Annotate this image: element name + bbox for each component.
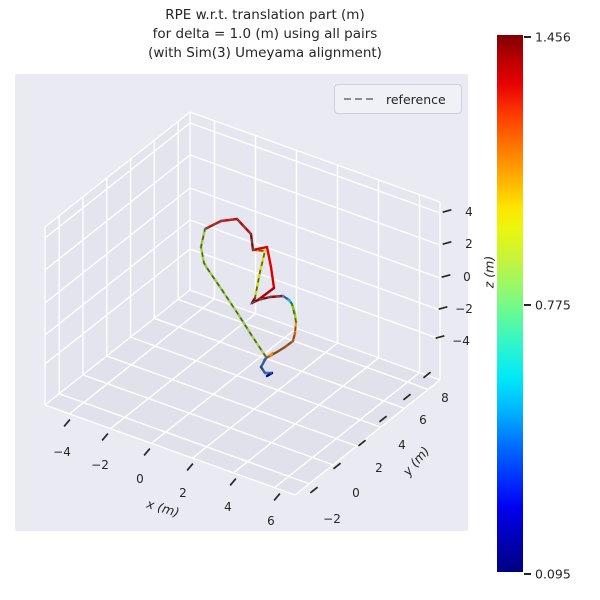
z-tick-label: 4 [465, 205, 473, 219]
plot-title-line2: for delta = 1.0 (m) using all pairs [152, 26, 378, 42]
plot-title: RPE w.r.t. translation part (m) for delt… [60, 6, 470, 63]
y-tick-label: 8 [441, 391, 449, 405]
plot-title-line1: RPE w.r.t. translation part (m) [165, 7, 365, 23]
colorbar-max-label: 1.456 [535, 29, 571, 45]
legend-item-reference: reference [386, 91, 446, 107]
z-tick-label: 2 [465, 237, 473, 251]
y-tick-label: 0 [352, 486, 360, 500]
x-tick-label: 6 [267, 514, 275, 528]
z-tick-label: −2 [455, 302, 473, 316]
y-tick-label: 2 [375, 461, 383, 475]
plot-title-line3: (with Sim(3) Umeyama alignment) [148, 45, 382, 61]
colorbar-mid-label: 0.775 [535, 297, 571, 313]
colorbar-tick-mark [524, 36, 531, 38]
colorbar: 1.456 0.775 0.095 [495, 28, 600, 588]
colorbar-min-label: 0.095 [535, 566, 571, 582]
y-tick-label: 4 [398, 438, 406, 452]
legend-dashed-line-icon [344, 98, 376, 100]
colorbar-gradient [497, 35, 523, 572]
x-tick-label: −2 [91, 458, 109, 472]
x-tick-label: −4 [53, 445, 71, 459]
y-tick-label: −2 [323, 512, 341, 526]
z-tick-label: 0 [463, 270, 471, 284]
colorbar-tick-mark [524, 573, 531, 575]
y-tick-label: 6 [419, 413, 427, 427]
x-tick-label: 0 [136, 472, 144, 486]
z-tick-label: −4 [452, 334, 470, 348]
x-tick-label: 4 [224, 500, 232, 514]
colorbar-tick-mark [524, 304, 531, 306]
legend: reference [334, 84, 462, 114]
x-tick-label: 2 [179, 486, 187, 500]
